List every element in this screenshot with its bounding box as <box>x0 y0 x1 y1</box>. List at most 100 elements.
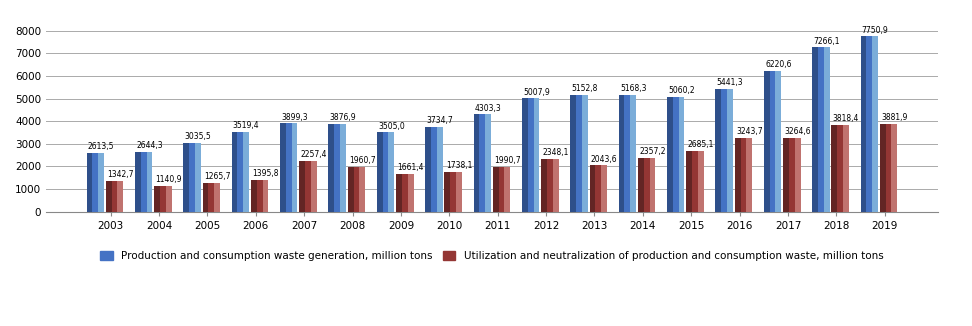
Bar <box>698 151 704 212</box>
Bar <box>305 161 311 212</box>
Text: 1738,1: 1738,1 <box>446 161 472 170</box>
Bar <box>444 172 450 212</box>
Text: 7266,1: 7266,1 <box>814 37 840 46</box>
Text: 3519,4: 3519,4 <box>233 121 260 130</box>
Bar <box>673 97 678 212</box>
Legend: Production and consumption waste generation, million tons, Utilization and neutr: Production and consumption waste generat… <box>96 247 887 265</box>
Bar <box>456 172 462 212</box>
Text: 1265,7: 1265,7 <box>204 172 230 181</box>
Bar <box>522 98 528 212</box>
Bar <box>334 124 340 212</box>
Bar <box>789 138 795 212</box>
Bar <box>214 183 220 212</box>
Text: 1990,7: 1990,7 <box>494 156 521 165</box>
Bar <box>340 124 346 212</box>
Bar <box>450 172 456 212</box>
Bar <box>692 151 698 212</box>
Bar <box>92 153 98 212</box>
Bar <box>329 124 334 212</box>
Bar <box>389 132 395 212</box>
Bar <box>741 138 746 212</box>
Text: 5441,3: 5441,3 <box>716 78 744 87</box>
Bar <box>795 138 801 212</box>
Bar <box>493 167 499 212</box>
Text: 5060,2: 5060,2 <box>668 86 695 96</box>
Bar <box>118 181 123 212</box>
Text: 5168,3: 5168,3 <box>620 84 646 93</box>
Text: 7750,9: 7750,9 <box>861 26 888 35</box>
Bar <box>194 143 200 212</box>
Bar <box>485 114 491 212</box>
Bar <box>431 127 436 212</box>
Bar <box>715 89 721 212</box>
Bar <box>686 151 692 212</box>
Bar <box>98 153 104 212</box>
Text: 2348,1: 2348,1 <box>542 148 569 157</box>
Bar <box>112 181 118 212</box>
Text: 1140,9: 1140,9 <box>156 175 182 184</box>
Bar <box>746 138 752 212</box>
Bar <box>377 132 383 212</box>
Bar <box>141 152 147 212</box>
Bar <box>383 132 389 212</box>
Text: 2685,1: 2685,1 <box>688 140 714 149</box>
Text: 6220,6: 6220,6 <box>765 60 791 69</box>
Bar <box>135 152 141 212</box>
Bar <box>618 95 624 212</box>
Text: 1661,4: 1661,4 <box>398 163 424 172</box>
Text: 3243,7: 3243,7 <box>736 127 763 137</box>
Bar <box>147 152 153 212</box>
Bar <box>813 47 818 212</box>
Bar <box>262 180 268 212</box>
Bar <box>602 165 608 212</box>
Bar <box>843 125 849 212</box>
Bar <box>721 89 727 212</box>
Text: 3035,5: 3035,5 <box>185 132 211 141</box>
Text: 2043,6: 2043,6 <box>591 155 617 164</box>
Bar <box>541 158 547 212</box>
Bar <box>231 132 237 212</box>
Bar <box>499 167 504 212</box>
Text: 2357,2: 2357,2 <box>640 147 666 156</box>
Bar <box>553 158 559 212</box>
Bar <box>860 37 866 212</box>
Bar <box>678 97 684 212</box>
Bar <box>590 165 596 212</box>
Bar <box>292 124 297 212</box>
Bar <box>397 174 402 212</box>
Bar <box>649 158 655 212</box>
Bar <box>504 167 510 212</box>
Bar <box>667 97 673 212</box>
Text: 3899,3: 3899,3 <box>281 113 308 122</box>
Bar <box>360 167 365 212</box>
Bar <box>251 180 257 212</box>
Bar <box>87 153 92 212</box>
Bar <box>547 158 553 212</box>
Bar <box>776 71 781 212</box>
Bar <box>764 71 770 212</box>
Bar <box>237 132 243 212</box>
Bar <box>735 138 741 212</box>
Bar <box>243 132 249 212</box>
Text: 2613,5: 2613,5 <box>87 142 115 151</box>
Text: 2257,4: 2257,4 <box>300 150 328 159</box>
Bar <box>880 124 885 212</box>
Text: 2644,3: 2644,3 <box>136 141 162 150</box>
Bar <box>106 181 112 212</box>
Text: 5007,9: 5007,9 <box>523 88 550 96</box>
Bar <box>630 95 636 212</box>
Text: 1960,7: 1960,7 <box>349 156 375 166</box>
Text: 3881,9: 3881,9 <box>882 113 908 122</box>
Bar <box>190 143 194 212</box>
Bar <box>727 89 733 212</box>
Text: 3876,9: 3876,9 <box>330 113 356 122</box>
Bar <box>257 180 262 212</box>
Bar <box>425 127 431 212</box>
Bar <box>354 167 360 212</box>
Bar <box>624 95 630 212</box>
Bar <box>818 47 823 212</box>
Text: 3505,0: 3505,0 <box>378 122 404 131</box>
Bar <box>891 124 897 212</box>
Bar <box>436 127 442 212</box>
Text: 5152,8: 5152,8 <box>572 84 598 93</box>
